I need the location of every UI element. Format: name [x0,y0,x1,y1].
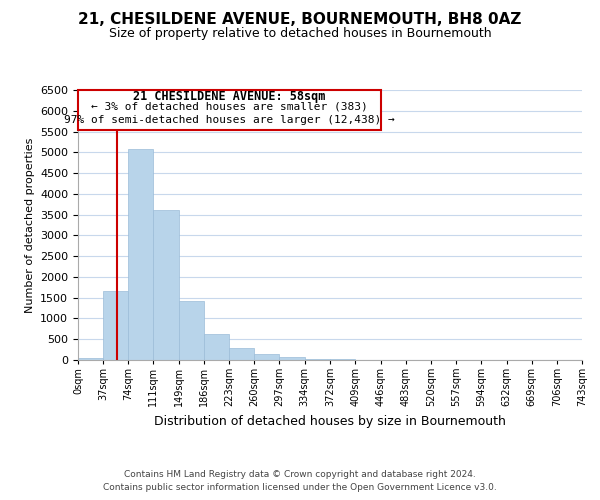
Bar [254,354,280,360]
Text: ← 3% of detached houses are smaller (383): ← 3% of detached houses are smaller (383… [91,102,368,112]
Text: 21 CHESILDENE AVENUE: 58sqm: 21 CHESILDENE AVENUE: 58sqm [133,90,325,102]
Y-axis label: Number of detached properties: Number of detached properties [25,138,35,312]
Text: 97% of semi-detached houses are larger (12,438) →: 97% of semi-detached houses are larger (… [64,115,395,125]
Bar [305,359,331,360]
X-axis label: Distribution of detached houses by size in Bournemouth: Distribution of detached houses by size … [154,415,506,428]
Bar [103,292,128,360]
Bar [128,149,153,360]
Text: Size of property relative to detached houses in Bournemouth: Size of property relative to detached ho… [109,28,491,40]
Bar [153,210,179,360]
Bar [229,348,254,360]
Bar [204,334,229,360]
Bar [280,356,305,360]
Bar [179,300,204,360]
Text: Contains HM Land Registry data © Crown copyright and database right 2024.
Contai: Contains HM Land Registry data © Crown c… [103,470,497,492]
Bar [78,358,103,360]
Bar [78,90,380,130]
Text: 21, CHESILDENE AVENUE, BOURNEMOUTH, BH8 0AZ: 21, CHESILDENE AVENUE, BOURNEMOUTH, BH8 … [79,12,521,28]
